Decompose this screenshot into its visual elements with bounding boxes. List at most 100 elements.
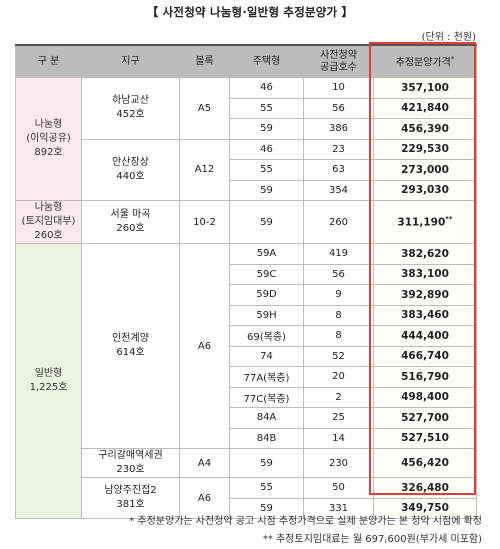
price-cell: 516,790	[373, 366, 477, 388]
price-cell: 421,840	[373, 97, 477, 119]
category-count: 1,225호	[29, 382, 68, 393]
price-table: 구 분 지구 블록 주택형 사전청약 공급호수 추정분양가격* 나눔형 (이익공유)…	[15, 44, 477, 519]
category-count: 892호	[34, 147, 63, 158]
price-cell: 392,890	[373, 284, 477, 306]
header-house-type: 주택형	[229, 44, 304, 78]
price-value: 357,100	[401, 81, 449, 94]
page-title: 【 사전청약 나눔형·일반형 추정분양가 】	[146, 5, 354, 19]
price-cell: 326,480	[373, 477, 477, 499]
house-type-cell: 84A	[229, 407, 304, 429]
district-cell: 서울 마곡 260호	[81, 200, 180, 244]
supply-cell: 56	[303, 263, 374, 285]
table-row: 59 331 349,750	[16, 497, 477, 519]
price-value: 382,620	[401, 247, 449, 260]
category-sub: (이익공유)	[26, 133, 71, 144]
supply-cell: 52	[303, 345, 374, 367]
header-supply: 사전청약 공급호수	[303, 44, 374, 78]
category-cell: 나눔형 (이익공유) 892호	[15, 77, 82, 201]
price-mark: **	[445, 215, 453, 224]
unit-label: (단위 : 천원)	[421, 32, 476, 43]
header-price-mark: *	[450, 55, 455, 64]
price-value: 498,400	[401, 391, 449, 404]
house-type-cell: 84B	[229, 427, 304, 449]
price-cell: 527,700	[373, 407, 477, 429]
supply-cell: 386	[303, 118, 374, 140]
house-type-cell: 59C	[229, 263, 304, 285]
table-header-row: 구 분 지구 블록 주택형 사전청약 공급호수 추정분양가격*	[15, 44, 477, 78]
table-row: 69(복층) 8 444,400	[16, 325, 477, 347]
house-type-cell: 77A(복층)	[229, 366, 304, 388]
house-type-cell: 46	[229, 138, 304, 160]
table-row: 59C 56 383,100	[16, 263, 477, 285]
supply-cell: 25	[303, 407, 374, 429]
district-name: 구리갈매역세권	[98, 450, 163, 461]
price-value: 273,000	[401, 163, 449, 176]
district-count: 614호	[116, 347, 145, 358]
house-type-cell: 59D	[229, 284, 304, 306]
supply-cell: 2	[303, 386, 374, 408]
price-value: 444,400	[401, 329, 449, 342]
category-cell: 나눔형 (토지임대부) 260호	[15, 200, 82, 244]
district-count: 440호	[116, 170, 145, 182]
district-name: 서울 마곡	[110, 209, 151, 220]
district-cell: 하남교산 452호	[81, 77, 180, 140]
house-type-cell: 55	[229, 159, 304, 181]
price-cell: 383,460	[373, 304, 477, 326]
district-name: 인천계양	[112, 333, 149, 344]
district-cell: 인천계양 614호	[81, 243, 180, 449]
price-value: 456,390	[401, 122, 449, 135]
district-count: 260호	[116, 223, 145, 234]
price-cell: 466,740	[373, 345, 477, 367]
price-cell: 498,400	[373, 386, 477, 408]
header-supply-line1: 사전청약	[320, 49, 357, 61]
price-cell: 383,100	[373, 263, 477, 285]
supply-cell: 63	[303, 159, 374, 181]
supply-cell: 230	[303, 448, 374, 478]
house-type-cell: 59	[229, 179, 304, 201]
house-type-cell: 59	[229, 200, 304, 244]
house-type-cell: 59	[229, 448, 304, 478]
block-cell: A12	[179, 138, 230, 201]
price-cell: 456,390	[373, 118, 477, 140]
price-cell: 382,620	[373, 243, 477, 265]
house-type-cell: 59H	[229, 304, 304, 326]
district-count: 452호	[116, 109, 145, 121]
supply-cell: 50	[303, 477, 374, 499]
price-cell: 527,510	[373, 427, 477, 449]
price-cell: 273,000	[373, 159, 477, 181]
header-price: 추정분양가격*	[373, 44, 477, 78]
supply-cell: 14	[303, 427, 374, 449]
house-type-cell: 46	[229, 77, 304, 99]
category-cell: 일반형 1,225호	[15, 243, 82, 519]
header-district: 지구	[81, 44, 180, 78]
table-row: 55 56 421,840	[16, 97, 477, 119]
header-block: 블록	[179, 44, 230, 78]
price-cell: 357,100	[373, 77, 477, 99]
block-cell: A4	[179, 448, 230, 478]
table-row: 84B 14 527,510	[16, 427, 477, 449]
block-cell: 10-2	[179, 200, 230, 244]
house-type-cell: 59A	[229, 243, 304, 265]
price-value: 527,700	[401, 411, 449, 424]
price-value: 326,480	[401, 481, 449, 494]
table-row: 77C(복층) 2 498,400	[16, 386, 477, 408]
table-row: 구리갈매역세권 230호 A4 59 230 456,420	[16, 448, 477, 478]
house-type-cell: 59	[229, 118, 304, 140]
header-price-label: 추정분양가격	[395, 57, 451, 69]
supply-cell: 419	[303, 243, 374, 265]
table-row: 59 354 293,030	[16, 179, 477, 201]
district-cell: 남양주진접2 381호	[81, 477, 180, 519]
supply-cell: 354	[303, 179, 374, 201]
price-cell: 311,190**	[373, 200, 477, 244]
price-cell: 349,750	[373, 497, 477, 519]
category-count: 260호	[34, 230, 63, 241]
house-type-cell: 69(복층)	[229, 325, 304, 347]
block-cell: A6	[179, 243, 230, 449]
district-count: 230호	[116, 464, 145, 475]
supply-cell: 56	[303, 97, 374, 119]
price-value: 527,510	[401, 432, 449, 445]
supply-cell: 260	[303, 200, 374, 244]
house-type-cell: 77C(복층)	[229, 386, 304, 408]
district-cell: 구리갈매역세권 230호	[81, 448, 180, 478]
supply-cell: 20	[303, 366, 374, 388]
